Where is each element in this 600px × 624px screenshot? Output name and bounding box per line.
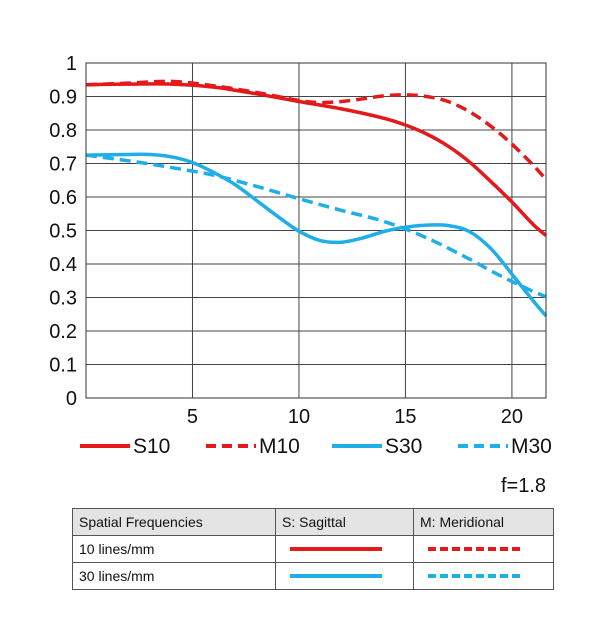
- y-tick-label: 0.6: [49, 187, 77, 209]
- aperture-annotation: f=1.8: [501, 475, 546, 497]
- m10-dashed-line-swatch: [428, 547, 520, 551]
- key-row-label: 10 lines/mm: [72, 535, 276, 563]
- sagittal-swatch-cell: [275, 562, 414, 590]
- y-tick-label: 0.9: [49, 87, 77, 109]
- x-tick-label: 20: [501, 406, 523, 428]
- key-row-30: 30 lines/mm: [72, 562, 554, 590]
- grid-lines: [86, 62, 546, 399]
- series-line-m10: [85, 79, 548, 181]
- y-tick-label: 0.7: [49, 154, 77, 176]
- key-table-header-row: Spatial Frequencies S: Sagittal M: Merid…: [72, 508, 554, 536]
- mtf-chart: 0 0.1 0.2 0.3 0.4 0.5 0.6 0.7 0.8 0.9 1 5 10 15 20 S1…: [49, 53, 552, 497]
- m30-dashed-line-swatch: [428, 574, 520, 578]
- key-row-10: 10 lines/mm: [72, 535, 554, 563]
- header-spatial-frequencies: Spatial Frequencies: [72, 508, 276, 536]
- x-tick-label: 5: [187, 406, 198, 428]
- series-line-s30: [85, 152, 548, 318]
- sagittal-swatch-cell: [275, 535, 414, 563]
- y-axis-ticks: 0 0.1 0.2 0.3 0.4 0.5 0.6 0.7 0.8 0.9 1: [49, 53, 77, 410]
- legend: S10 M10 S30 M30: [80, 435, 552, 458]
- y-tick-label: 0.1: [49, 355, 77, 377]
- plot-frame: [85, 62, 547, 399]
- key-row-label: 30 lines/mm: [72, 562, 276, 590]
- meridional-swatch-cell: [413, 562, 554, 590]
- legend-label-s30: S30: [385, 435, 422, 458]
- y-tick-label: 0.4: [49, 254, 77, 276]
- legend-label-s10: S10: [133, 435, 170, 458]
- y-tick-label: 1: [66, 53, 77, 75]
- legend-label-m10: M10: [259, 435, 300, 458]
- x-tick-label: 15: [394, 406, 416, 428]
- series-line-s10: [85, 82, 548, 237]
- y-tick-label: 0.2: [49, 321, 77, 343]
- y-tick-label: 0.5: [49, 221, 77, 243]
- meridional-swatch-cell: [413, 535, 554, 563]
- s30-solid-line-swatch: [290, 574, 382, 578]
- s10-solid-line-swatch: [290, 547, 382, 551]
- y-tick-label: 0.3: [49, 288, 77, 310]
- legend-label-m30: M30: [511, 435, 552, 458]
- header-meridional: M: Meridional: [413, 508, 554, 536]
- x-axis-ticks: 5 10 15 20: [187, 406, 523, 428]
- series-line-m30: [85, 153, 547, 299]
- y-tick-label: 0.8: [49, 120, 77, 142]
- line-key-table: Spatial Frequencies S: Sagittal M: Merid…: [72, 508, 554, 590]
- y-tick-label: 0: [66, 388, 77, 410]
- chart-series: [85, 79, 548, 318]
- header-sagittal: S: Sagittal: [275, 508, 414, 536]
- x-tick-label: 10: [288, 406, 310, 428]
